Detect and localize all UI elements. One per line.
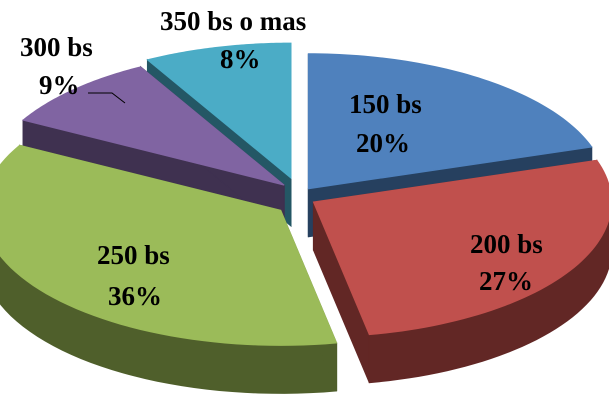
leader-line [88,92,126,104]
slice-label-pct: 20% [356,128,410,158]
slice-label-pct: 36% [108,281,162,311]
pie-slice-top [307,53,593,190]
slice-label-pct: 9% [39,70,80,100]
pie-slice-top [0,144,338,346]
slice-label-name: 250 bs [97,240,170,270]
slice-labels: 150 bs 20% 200 bs 27% 250 bs 36% 300 bs … [20,6,543,311]
slice-label-name: 300 bs [20,32,93,62]
pie-slice-top [146,42,292,180]
slice-label-name: 200 bs [470,229,543,259]
pie-slice [312,159,609,384]
slice-label-pct: 8% [220,44,261,74]
slice-label-name: 150 bs [349,89,422,119]
pie-slice-top [312,159,609,336]
pie-slice [0,144,338,394]
pie-slice-top [21,66,285,186]
slice-label-pct: 27% [479,266,533,296]
pie-slices [0,42,609,394]
slice-label-name: 350 bs o mas [160,6,306,36]
